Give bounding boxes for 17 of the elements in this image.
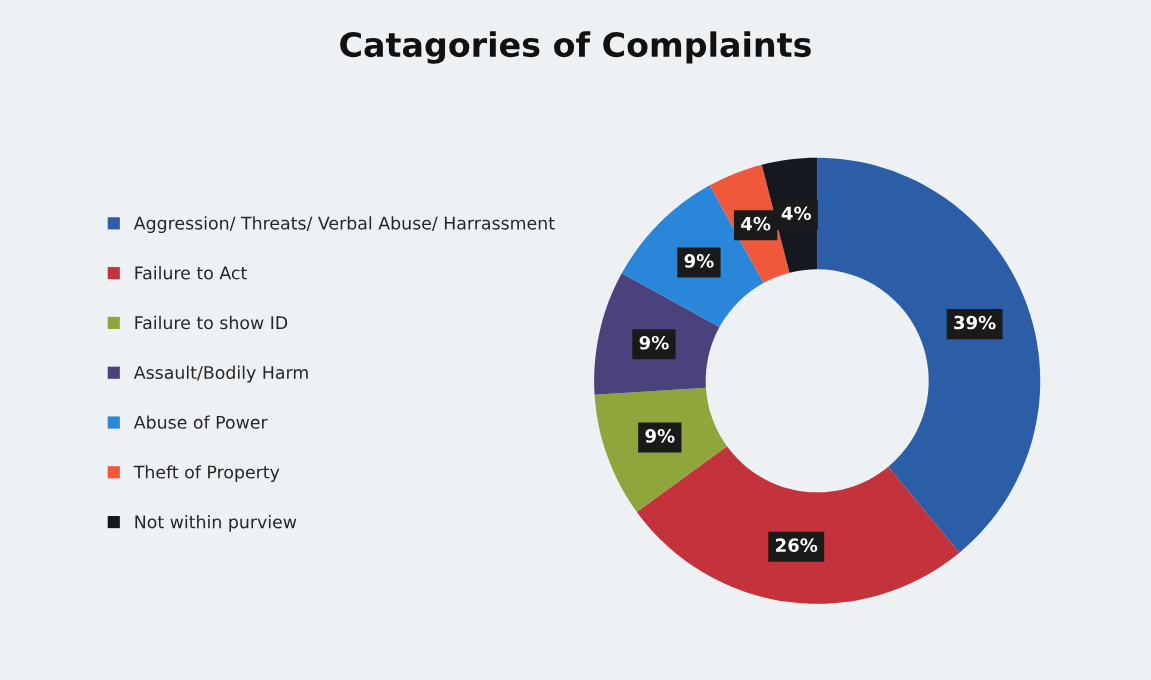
legend-label: Abuse of Power xyxy=(133,415,268,429)
donut-slice xyxy=(636,446,960,604)
legend-label: Theft of Property xyxy=(133,465,280,482)
legend-label: Assault/Bodily Harm xyxy=(133,365,308,383)
data-label: 9% xyxy=(684,254,714,268)
donut-slice xyxy=(817,157,1041,553)
data-label: 4% xyxy=(741,216,771,231)
data-label: 9% xyxy=(639,335,669,350)
data-label: 9% xyxy=(645,429,675,443)
data-label: 26% xyxy=(776,538,818,552)
chart-title: Catagories of Complaints xyxy=(340,31,811,64)
legend-label: Aggression/ Threats/ Verbal Abuse/ Harrassment xyxy=(133,216,555,234)
data-label: 39% xyxy=(954,315,996,330)
data-label: 4% xyxy=(781,206,811,221)
legend-label: Failure to show ID xyxy=(135,315,288,330)
legend-label: Not within purview xyxy=(135,514,297,532)
legend-label: Failure to Act xyxy=(135,266,247,280)
